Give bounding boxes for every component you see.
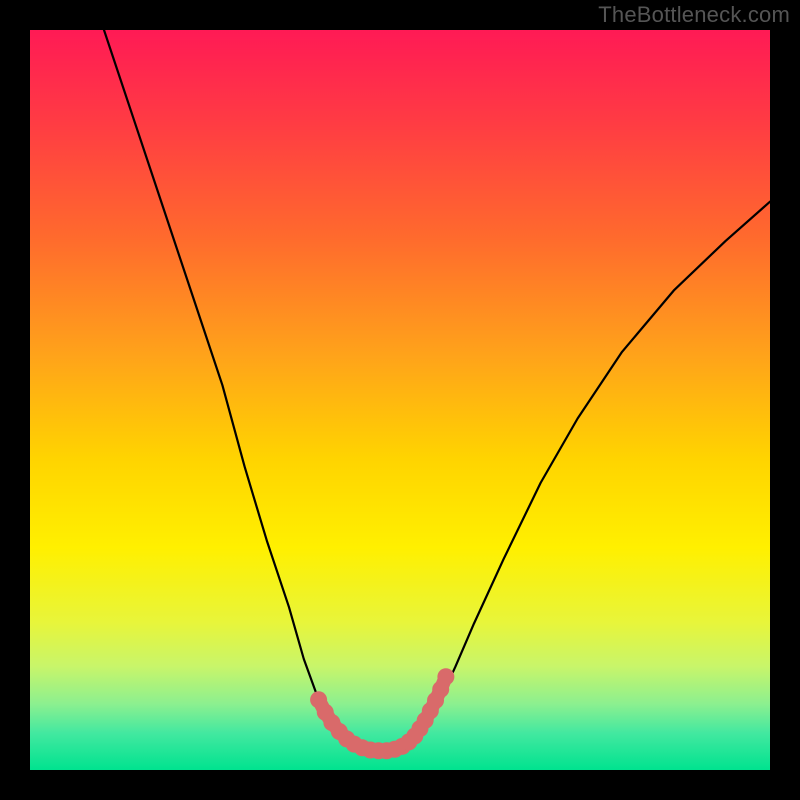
watermark-text: TheBottleneck.com	[598, 2, 790, 28]
highlight-marker	[437, 668, 454, 685]
bottleneck-chart	[0, 0, 800, 800]
chart-stage: TheBottleneck.com	[0, 0, 800, 800]
